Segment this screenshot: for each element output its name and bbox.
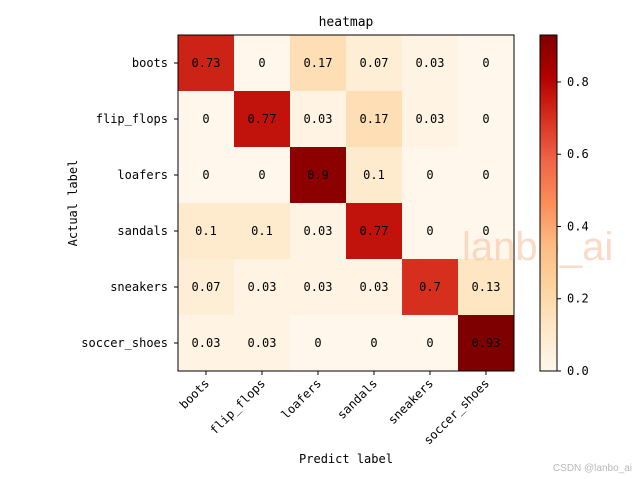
colorbar: 0.0 0.2 0.4 0.6 0.8 xyxy=(539,34,589,378)
cell-value-label: 0.03 xyxy=(416,56,445,70)
x-tick-label: boots xyxy=(177,376,212,411)
cell-value-label: 0 xyxy=(426,168,433,182)
heatmap-cell xyxy=(290,315,346,371)
cell-value-label: 0.1 xyxy=(251,224,273,238)
cell-value-label: 0.1 xyxy=(195,224,217,238)
heatmap-cell xyxy=(458,91,514,147)
colorbar-gradient xyxy=(539,34,558,372)
heatmap-cell xyxy=(178,35,234,91)
heatmap-cell xyxy=(178,203,234,259)
cell-value-label: 0.17 xyxy=(360,112,389,126)
cell-value-label: 0.13 xyxy=(472,280,501,294)
cell-value-label: 0 xyxy=(202,112,209,126)
heatmap-cell xyxy=(458,147,514,203)
heatmap-cell xyxy=(178,147,234,203)
heatmap-cell xyxy=(234,259,290,315)
heatmap-cell xyxy=(290,203,346,259)
cell-value-label: 0.9 xyxy=(307,168,329,182)
heatmap-cell xyxy=(234,203,290,259)
x-tick-label: flip_flops xyxy=(207,376,268,437)
heatmap-cell xyxy=(290,259,346,315)
heatmap-cell xyxy=(402,259,458,315)
watermark-text: lanbo_ai xyxy=(462,225,613,269)
y-tick-label: sandals xyxy=(117,224,168,238)
cell-value-label: 0 xyxy=(202,168,209,182)
x-axis-title: Predict label xyxy=(299,452,393,466)
y-tick-label: boots xyxy=(132,56,168,70)
cell-value-label: 0.03 xyxy=(248,280,277,294)
heatmap-cell xyxy=(346,203,402,259)
cell-value-label: 0 xyxy=(370,336,377,350)
heatmap-cell xyxy=(402,147,458,203)
cell-value-label: 0.77 xyxy=(248,112,277,126)
cell-value-label: 0.73 xyxy=(192,56,221,70)
cell-value-label: 0.07 xyxy=(360,56,389,70)
heatmap-cell xyxy=(346,315,402,371)
heatmap-cell xyxy=(346,91,402,147)
colorbar-tick-label: 0.0 xyxy=(567,364,589,378)
heatmap-cell xyxy=(290,35,346,91)
colorbar-tick-label: 0.6 xyxy=(567,147,589,161)
y-axis-title: Actual label xyxy=(66,160,80,247)
heatmap-cell xyxy=(178,91,234,147)
y-tick-label: flip_flops xyxy=(96,112,168,126)
cell-value-label: 0 xyxy=(426,224,433,238)
heatmap-cell xyxy=(234,35,290,91)
heatmap-cell xyxy=(402,315,458,371)
y-tick-label: loafers xyxy=(117,168,168,182)
heatmap-cell xyxy=(346,259,402,315)
heatmap-cell xyxy=(178,315,234,371)
cell-value-label: 0 xyxy=(482,224,489,238)
cell-value-label: 0 xyxy=(482,56,489,70)
cell-value-label: 0 xyxy=(258,168,265,182)
cell-value-label: 0.7 xyxy=(419,280,441,294)
heatmap-cell xyxy=(234,91,290,147)
heatmap-cell xyxy=(402,35,458,91)
x-tick-label: sneakers xyxy=(385,376,436,427)
cell-value-label: 0.03 xyxy=(248,336,277,350)
heatmap-cell xyxy=(458,203,514,259)
heatmap-cell xyxy=(402,91,458,147)
y-tick-label: sneakers xyxy=(110,280,168,294)
heatmap-cell xyxy=(234,147,290,203)
heatmap-cell xyxy=(346,147,402,203)
cell-value-label: 0.17 xyxy=(304,56,333,70)
chart-title: heatmap xyxy=(319,15,374,30)
heatmap-cell xyxy=(458,35,514,91)
heatmap-cell xyxy=(234,315,290,371)
colorbar-tick-label: 0.4 xyxy=(567,219,589,233)
cell-value-label: 0.1 xyxy=(363,168,385,182)
heatmap-cell xyxy=(178,259,234,315)
heatmap-cell xyxy=(458,259,514,315)
cell-value-label: 0 xyxy=(426,336,433,350)
colorbar-tick-label: 0.2 xyxy=(567,292,589,306)
cell-value-label: 0 xyxy=(482,168,489,182)
colorbar-tick-label: 0.8 xyxy=(567,75,589,89)
source-credit: CSDN @lanbo_ai xyxy=(552,463,632,474)
cell-value-label: 0.93 xyxy=(472,336,501,350)
cell-value-label: 0.03 xyxy=(304,280,333,294)
heatmap-cell xyxy=(458,315,514,371)
heatmap-cell xyxy=(402,203,458,259)
cell-value-label: 0.03 xyxy=(304,112,333,126)
cell-value-label: 0 xyxy=(314,336,321,350)
cell-value-label: 0.03 xyxy=(192,336,221,350)
heatmap-cell xyxy=(346,35,402,91)
x-tick-label: loafers xyxy=(278,376,324,422)
cell-value-label: 0.03 xyxy=(360,280,389,294)
heatmap-cell xyxy=(290,91,346,147)
cell-value-label: 0.07 xyxy=(192,280,221,294)
plot-frame xyxy=(177,34,515,372)
heatmap-cell xyxy=(290,147,346,203)
cell-value-label: 0.03 xyxy=(416,112,445,126)
x-tick-label: sandals xyxy=(334,376,380,422)
y-tick-label: soccer_shoes xyxy=(81,336,168,350)
cell-value-label: 0.03 xyxy=(304,224,333,238)
heatmap-cells: 0.73 0 0.17 0.07 0.03 0 0 0.77 0.03 0.17 0.03 0 0 0 0.… xyxy=(178,35,514,371)
cell-value-label: 0 xyxy=(258,56,265,70)
cell-value-label: 0.77 xyxy=(360,224,389,238)
cell-value-label: 0 xyxy=(482,112,489,126)
